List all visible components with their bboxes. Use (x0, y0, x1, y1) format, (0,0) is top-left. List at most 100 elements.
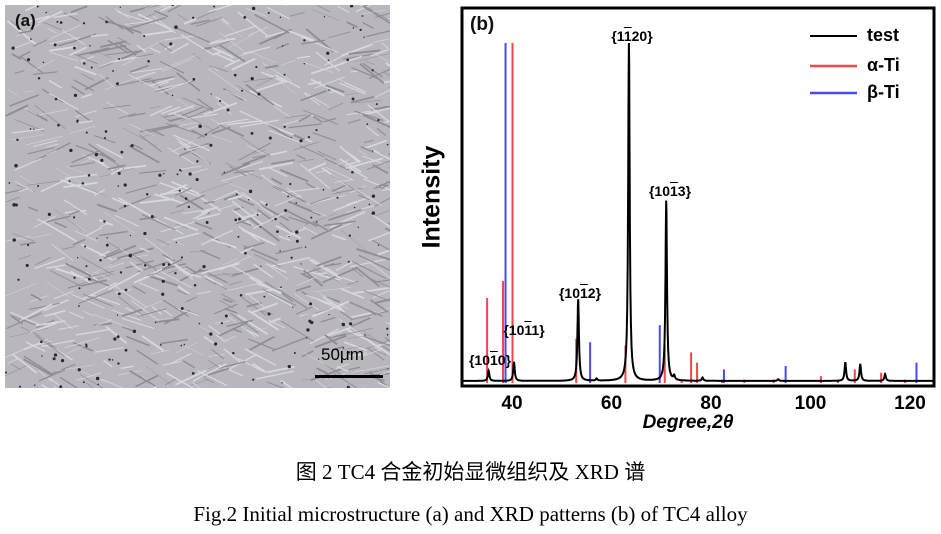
precipitate (349, 322, 353, 326)
lamella (361, 9, 385, 15)
precipitate (171, 5, 174, 7)
lamella (59, 376, 79, 388)
x-axis-label: Degree,2θ (642, 412, 734, 433)
lamella (356, 340, 390, 354)
lamella (5, 235, 30, 242)
lamella (70, 270, 94, 285)
lamella (156, 318, 180, 323)
lamella (200, 249, 221, 260)
lamella (299, 313, 316, 317)
precipitate (377, 244, 380, 246)
lamella (305, 294, 341, 308)
lamella (245, 8, 268, 17)
lamella (340, 311, 353, 321)
lamella (9, 327, 49, 338)
precipitate (326, 51, 330, 55)
precipitate (237, 235, 240, 238)
lamella (323, 326, 353, 338)
lamella (139, 247, 150, 253)
lamella (49, 270, 81, 287)
precipitate (353, 206, 356, 209)
lamella (40, 215, 71, 224)
lamella (311, 258, 341, 277)
lamella (18, 255, 31, 260)
lamella (376, 127, 387, 136)
lamella (347, 119, 361, 124)
precipitate (351, 97, 355, 101)
lamella (214, 52, 235, 63)
lamella (71, 85, 85, 96)
lamella (224, 90, 247, 101)
lamella (376, 54, 390, 63)
lamella (196, 213, 221, 221)
lamella (48, 79, 63, 89)
lamella (279, 168, 309, 183)
lamella (171, 141, 193, 153)
lamella (325, 166, 354, 181)
lamella (11, 40, 34, 50)
lamella (288, 123, 322, 129)
lamella (16, 23, 41, 37)
lamella (345, 327, 368, 341)
precipitate (132, 329, 137, 334)
lamella (213, 38, 224, 43)
lamella (128, 17, 166, 30)
precipitate (119, 271, 123, 274)
precipitate (347, 260, 350, 263)
lamella (256, 370, 294, 380)
lamella (204, 275, 224, 287)
lamella (273, 185, 306, 203)
lamella (28, 206, 39, 212)
precipitate (59, 21, 63, 24)
lamella (70, 5, 88, 13)
lamella (350, 95, 375, 104)
lamella (160, 190, 186, 196)
precipitate (36, 5, 39, 8)
lamella (309, 328, 339, 345)
legend-test: test (867, 25, 900, 45)
precipitate (54, 97, 58, 101)
lamella (246, 329, 260, 337)
lamella (174, 187, 192, 197)
lamella (316, 5, 331, 13)
lamella (98, 230, 128, 237)
lamella (160, 80, 192, 93)
lamella (210, 118, 229, 129)
lamella (108, 271, 141, 291)
precipitate (100, 158, 104, 162)
lamella (145, 365, 171, 385)
peak-label-part: {10 (468, 352, 490, 368)
lamella (228, 165, 247, 177)
precipitate (289, 182, 292, 186)
lamella (219, 203, 237, 210)
lamella (80, 158, 92, 165)
precipitate (288, 235, 290, 238)
lamella (181, 113, 218, 121)
lamella (195, 17, 223, 27)
precipitate (37, 185, 40, 188)
lamella (151, 306, 163, 315)
lamella (311, 9, 340, 21)
lamella (255, 80, 286, 92)
lamella (160, 5, 172, 12)
lamella (312, 132, 337, 142)
lamella (135, 71, 156, 80)
lamella (281, 320, 314, 342)
lamella (150, 349, 170, 355)
lamella (385, 62, 390, 67)
lamella (224, 181, 252, 193)
precipitate (346, 385, 350, 388)
lamella (174, 26, 211, 44)
lamella (299, 145, 325, 158)
lamella (337, 5, 350, 13)
lamella (332, 345, 344, 351)
lamella (50, 363, 76, 375)
precipitate (363, 36, 365, 38)
lamella (270, 150, 288, 156)
lamella (358, 149, 368, 156)
lamella (300, 163, 330, 189)
lamella (169, 352, 192, 365)
lamella (35, 256, 51, 266)
precipitate (352, 27, 355, 29)
lamella (370, 299, 389, 313)
